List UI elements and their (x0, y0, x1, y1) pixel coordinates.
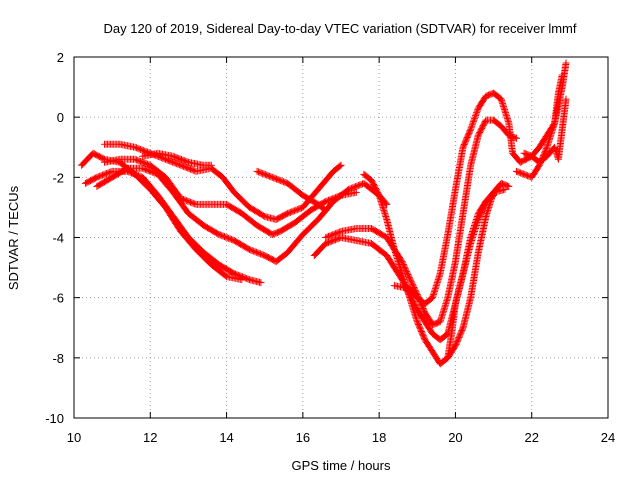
y-tick-label: -8 (52, 351, 64, 366)
y-tick-label: 2 (57, 50, 64, 65)
y-tick-label: -6 (52, 291, 64, 306)
x-tick-label: 14 (219, 430, 233, 445)
y-axis-label: SDTVAR / TECUs (6, 185, 21, 290)
x-tick-label: 12 (143, 430, 157, 445)
x-tick-label: 24 (601, 430, 615, 445)
x-axis-label: GPS time / hours (292, 458, 391, 473)
series-track-7 (253, 167, 330, 214)
chart-title: Day 120 of 2019, Sidereal Day-to-day VTE… (104, 21, 577, 36)
y-tick-label: -10 (45, 411, 64, 426)
series-track-2 (81, 167, 265, 287)
x-tick-labels: 10 12 14 16 18 20 22 24 (67, 430, 615, 445)
y-tick-labels: -10 -8 -6 -4 -2 0 2 (45, 50, 64, 426)
x-tick-label: 22 (524, 430, 538, 445)
plus-markers (520, 95, 570, 166)
grid-lines (74, 57, 608, 418)
series-track-14 (520, 95, 570, 166)
series-track-5 (101, 140, 345, 223)
series-track-12 (444, 191, 498, 362)
x-tick-label: 18 (372, 430, 386, 445)
plus-markers (253, 167, 330, 214)
series-track-10 (360, 170, 513, 368)
plus-markers (444, 191, 498, 362)
plus-markers (101, 155, 360, 238)
series-track-4 (101, 155, 360, 238)
y-tick-label: -4 (52, 231, 64, 246)
data-series-layer (78, 59, 570, 368)
plus-markers (81, 167, 265, 287)
y-tick-label: -2 (52, 170, 64, 185)
x-tick-label: 10 (67, 430, 81, 445)
x-tick-label: 20 (448, 430, 462, 445)
plot-frame (73, 56, 609, 419)
plus-markers (139, 149, 215, 169)
series-track-6 (139, 149, 215, 169)
y-tick-label: 0 (57, 110, 64, 125)
plus-markers (101, 140, 345, 223)
plus-markers (360, 170, 513, 368)
x-tick-label: 16 (296, 430, 310, 445)
